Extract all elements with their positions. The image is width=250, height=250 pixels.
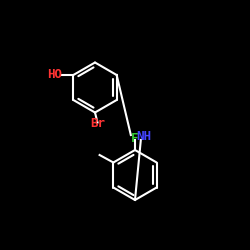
Text: Br: Br: [90, 117, 105, 130]
Text: NH: NH: [136, 130, 151, 143]
Text: HO: HO: [47, 68, 62, 82]
Text: F: F: [131, 132, 139, 145]
